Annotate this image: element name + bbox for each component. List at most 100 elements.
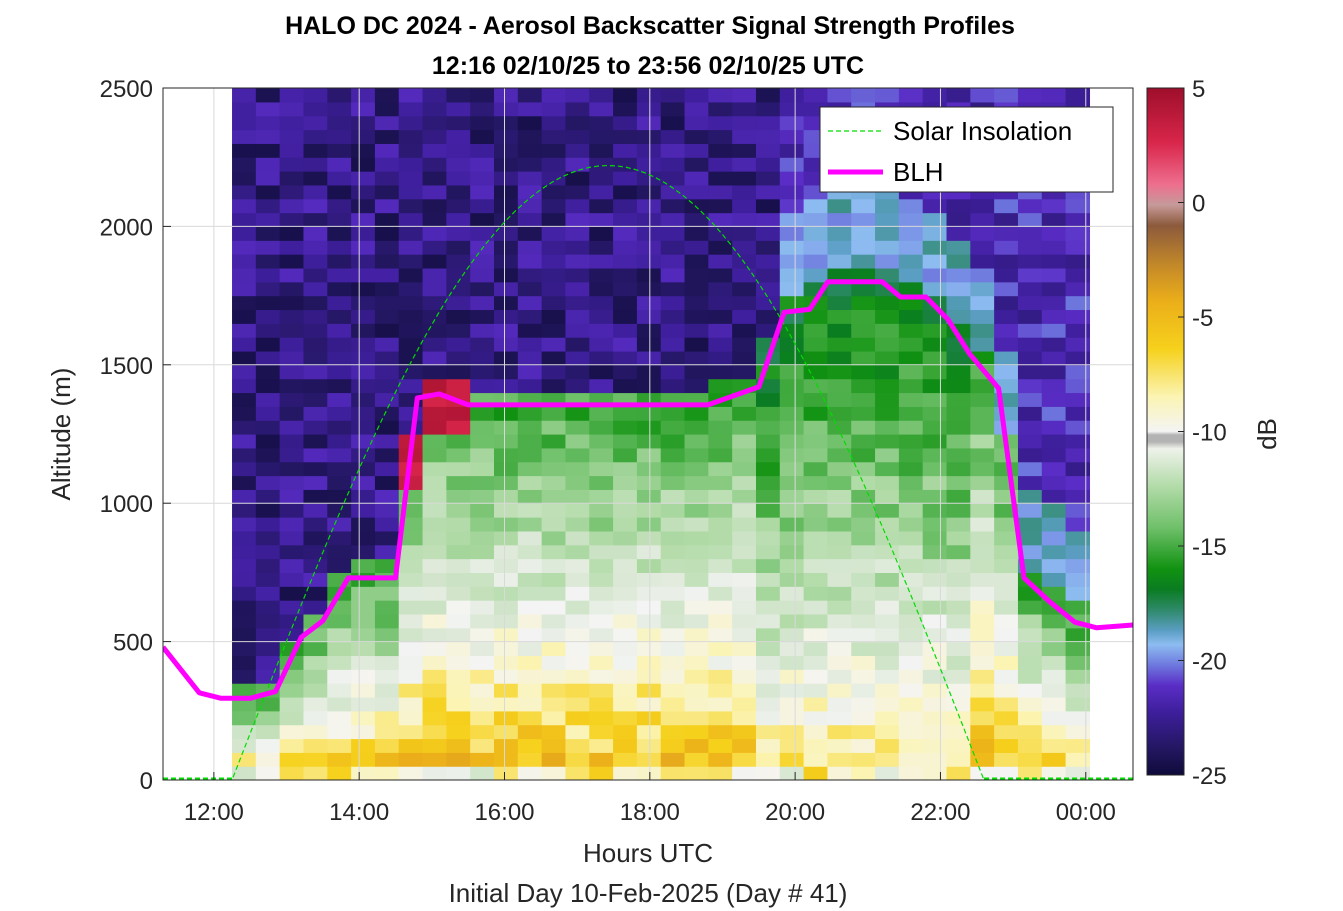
heatmap-cell	[946, 309, 971, 324]
heatmap-cell	[732, 309, 757, 324]
heatmap-cell	[660, 558, 686, 573]
heatmap-cell	[898, 530, 924, 546]
heatmap-cell	[351, 724, 376, 740]
heatmap-cell	[255, 323, 281, 338]
heatmap-cell	[1065, 226, 1091, 241]
heatmap-cell	[374, 710, 400, 726]
heatmap-cell	[517, 226, 543, 241]
heatmap-cell	[922, 517, 948, 532]
heatmap-cell	[660, 710, 686, 726]
heatmap-cell	[327, 101, 352, 117]
heatmap-cell	[922, 530, 948, 546]
heatmap-cell	[422, 586, 447, 601]
heatmap-cell	[470, 254, 495, 269]
heatmap-cell	[875, 683, 900, 698]
heatmap-cell	[422, 240, 447, 255]
heatmap-cell	[374, 364, 400, 380]
heatmap-cell	[565, 461, 590, 477]
heatmap-cell	[708, 683, 733, 698]
heatmap-cell	[827, 641, 852, 657]
heatmap-cell	[970, 198, 995, 214]
heatmap-cell	[922, 267, 948, 283]
heatmap-cell	[660, 364, 686, 380]
heatmap-cell	[279, 752, 305, 767]
heatmap-cell	[803, 447, 829, 463]
heatmap-cell	[613, 752, 638, 767]
heatmap-cell	[541, 461, 567, 477]
heatmap-cell	[755, 240, 781, 255]
heatmap-cell	[517, 544, 543, 560]
heatmap-cell	[636, 226, 662, 241]
heatmap-cell	[827, 724, 852, 740]
heatmap-cell	[613, 738, 638, 753]
heatmap-cell	[898, 461, 924, 477]
heatmap-cell	[589, 157, 614, 172]
heatmap-cell	[755, 101, 781, 117]
heatmap-cell	[517, 240, 543, 255]
heatmap-cell	[255, 738, 281, 753]
heatmap-cell	[779, 710, 805, 726]
heatmap-cell	[636, 766, 662, 780]
heatmap-cell	[1041, 530, 1067, 546]
heatmap-cell	[755, 655, 781, 670]
heatmap-cell	[1065, 447, 1091, 463]
heatmap-cell	[636, 669, 662, 684]
heatmap-cell	[1041, 503, 1067, 518]
heatmap-cell	[827, 323, 852, 338]
heatmap-cell	[755, 88, 781, 103]
heatmap-cell	[946, 766, 971, 780]
heatmap-cell	[636, 752, 662, 767]
heatmap-cell	[732, 544, 757, 560]
heatmap-cell	[279, 696, 305, 712]
heatmap-cell	[327, 350, 352, 366]
heatmap-cell	[755, 267, 781, 283]
heatmap-cell	[803, 420, 829, 435]
heatmap-cell	[446, 184, 471, 200]
heatmap-cell	[232, 655, 257, 670]
heatmap-cell	[541, 88, 567, 103]
heatmap-cell	[755, 572, 781, 587]
heatmap-cell	[875, 710, 900, 726]
heatmap-cell	[517, 503, 543, 518]
heatmap-cell	[1065, 378, 1091, 394]
heatmap-cell	[1065, 627, 1091, 643]
heatmap-cell	[708, 724, 733, 740]
heatmap-cell	[613, 129, 638, 144]
heatmap-cell	[875, 489, 900, 504]
heatmap-cell	[422, 281, 447, 297]
heatmap-cell	[446, 157, 471, 172]
heatmap-cell	[636, 198, 662, 214]
heatmap-cell	[755, 461, 781, 477]
heatmap-cell	[1041, 392, 1067, 407]
heatmap-cell	[946, 226, 971, 241]
heatmap-cell	[327, 461, 352, 477]
heatmap-cell	[422, 254, 447, 269]
heatmap-cell	[1041, 641, 1067, 657]
heatmap-cell	[708, 586, 733, 601]
heatmap-cell	[636, 544, 662, 560]
heatmap-cell	[232, 254, 257, 269]
heatmap-cell	[732, 226, 757, 241]
heatmap-cell	[446, 212, 471, 227]
heatmap-cell	[446, 267, 471, 283]
heatmap-cell	[922, 240, 948, 255]
heatmap-cell	[374, 350, 400, 366]
heatmap-cell	[684, 766, 709, 780]
heatmap-cell	[660, 766, 686, 780]
heatmap-cell	[1041, 766, 1067, 780]
heatmap-cell	[684, 295, 709, 311]
heatmap-cell	[303, 669, 328, 684]
heatmap-cell	[613, 475, 638, 490]
heatmap-cell	[232, 434, 257, 449]
heatmap-cell	[374, 254, 400, 269]
heatmap-cell	[779, 392, 805, 407]
heatmap-cell	[779, 364, 805, 380]
heatmap-cell	[803, 226, 829, 241]
heatmap-cell	[946, 447, 971, 463]
heatmap-cell	[755, 752, 781, 767]
heatmap-cell	[422, 364, 447, 380]
heatmap-cell	[922, 586, 948, 601]
heatmap-cell	[827, 503, 852, 518]
heatmap-cell	[589, 171, 614, 186]
blh-line	[163, 279, 1133, 701]
